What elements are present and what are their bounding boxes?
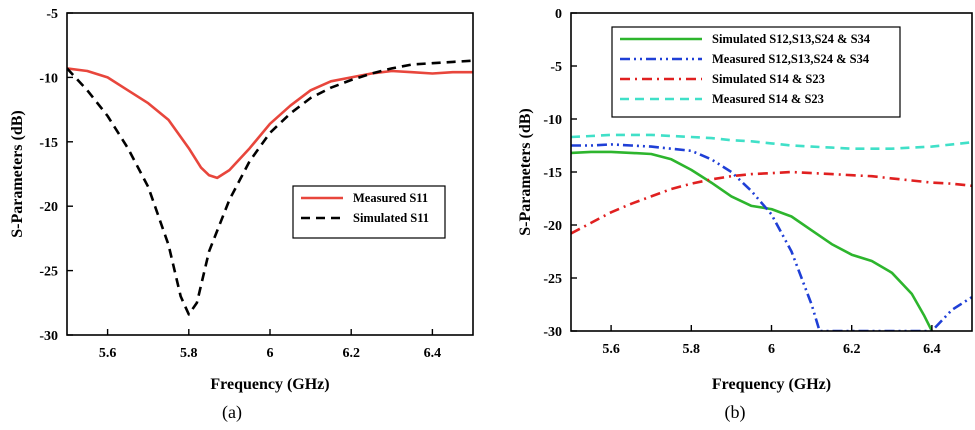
y-tick-label: -30 — [543, 325, 562, 340]
x-tick-label: 6.2 — [843, 342, 861, 357]
y-tick-label: -20 — [543, 219, 562, 234]
series-line-1 — [571, 150, 934, 331]
x-tick-label: 6.4 — [424, 346, 442, 361]
legend-label-2: Simulated S11 — [353, 211, 429, 225]
x-tick-label: 6.4 — [923, 342, 941, 357]
series-line-3 — [571, 170, 972, 235]
legend-box — [611, 26, 901, 118]
y-tick-label: -15 — [543, 166, 562, 181]
x-tick-label: 6.2 — [342, 346, 360, 361]
y-axis-title: S-Parameters (dB) — [9, 110, 26, 238]
panel-caption: (b) — [725, 402, 746, 423]
y-tick-label: -10 — [543, 113, 562, 128]
chart-panel-b: 5.6 5.8 6 6.2 6.4 0 -5 -10 -15 -20 -25 -30 Frequency… — [517, 7, 973, 423]
y-tick-label: -15 — [39, 136, 58, 151]
legend-label-3: Simulated S14 & S23 — [712, 72, 825, 86]
legend-box — [292, 185, 446, 239]
x-tick-label: 6 — [267, 346, 274, 361]
legend: Simulated S12,S13,S24 & S34 Measured S12,… — [611, 26, 901, 118]
x-tick-label: 5.6 — [602, 342, 620, 357]
y-tick-label: -25 — [39, 265, 58, 280]
legend-label-1: Measured S11 — [353, 191, 428, 205]
series-line-4 — [571, 133, 972, 150]
x-tick-label: 5.6 — [99, 346, 117, 361]
legend: Measured S11 Simulated S11 — [292, 185, 446, 239]
x-axis-title: Frequency (GHz) — [210, 376, 329, 393]
legend-label-1: Simulated S12,S13,S24 & S34 — [712, 32, 871, 46]
series-line-2 — [571, 143, 972, 331]
y-tick-label: 0 — [555, 7, 562, 22]
y-tick-label: -25 — [543, 272, 562, 287]
x-tick-label: 5.8 — [683, 342, 701, 357]
x-tick-label: 6 — [768, 342, 775, 357]
y-tick-label: -20 — [39, 200, 58, 215]
plot-frame — [66, 12, 474, 336]
series-line-1 — [67, 67, 473, 180]
y-axis-title: S-Parameters (dB) — [517, 108, 534, 236]
x-tick-label: 5.8 — [180, 346, 198, 361]
y-tick-label: -10 — [39, 71, 58, 86]
x-axis-title: Frequency (GHz) — [712, 376, 831, 393]
y-tick-label: -5 — [550, 60, 562, 75]
y-tick-label: -30 — [39, 329, 58, 344]
panel-caption: (a) — [222, 402, 242, 423]
legend-label-4: Measured S14 & S23 — [712, 92, 824, 106]
chart-panel-a: 5.6 5.8 6 6.2 6.4 -5 -10 -15 -20 -25 -30 Frequency … — [9, 7, 474, 423]
y-tick-label: -5 — [46, 7, 58, 22]
legend-label-2: Measured S12,S13,S24 & S34 — [712, 52, 870, 66]
